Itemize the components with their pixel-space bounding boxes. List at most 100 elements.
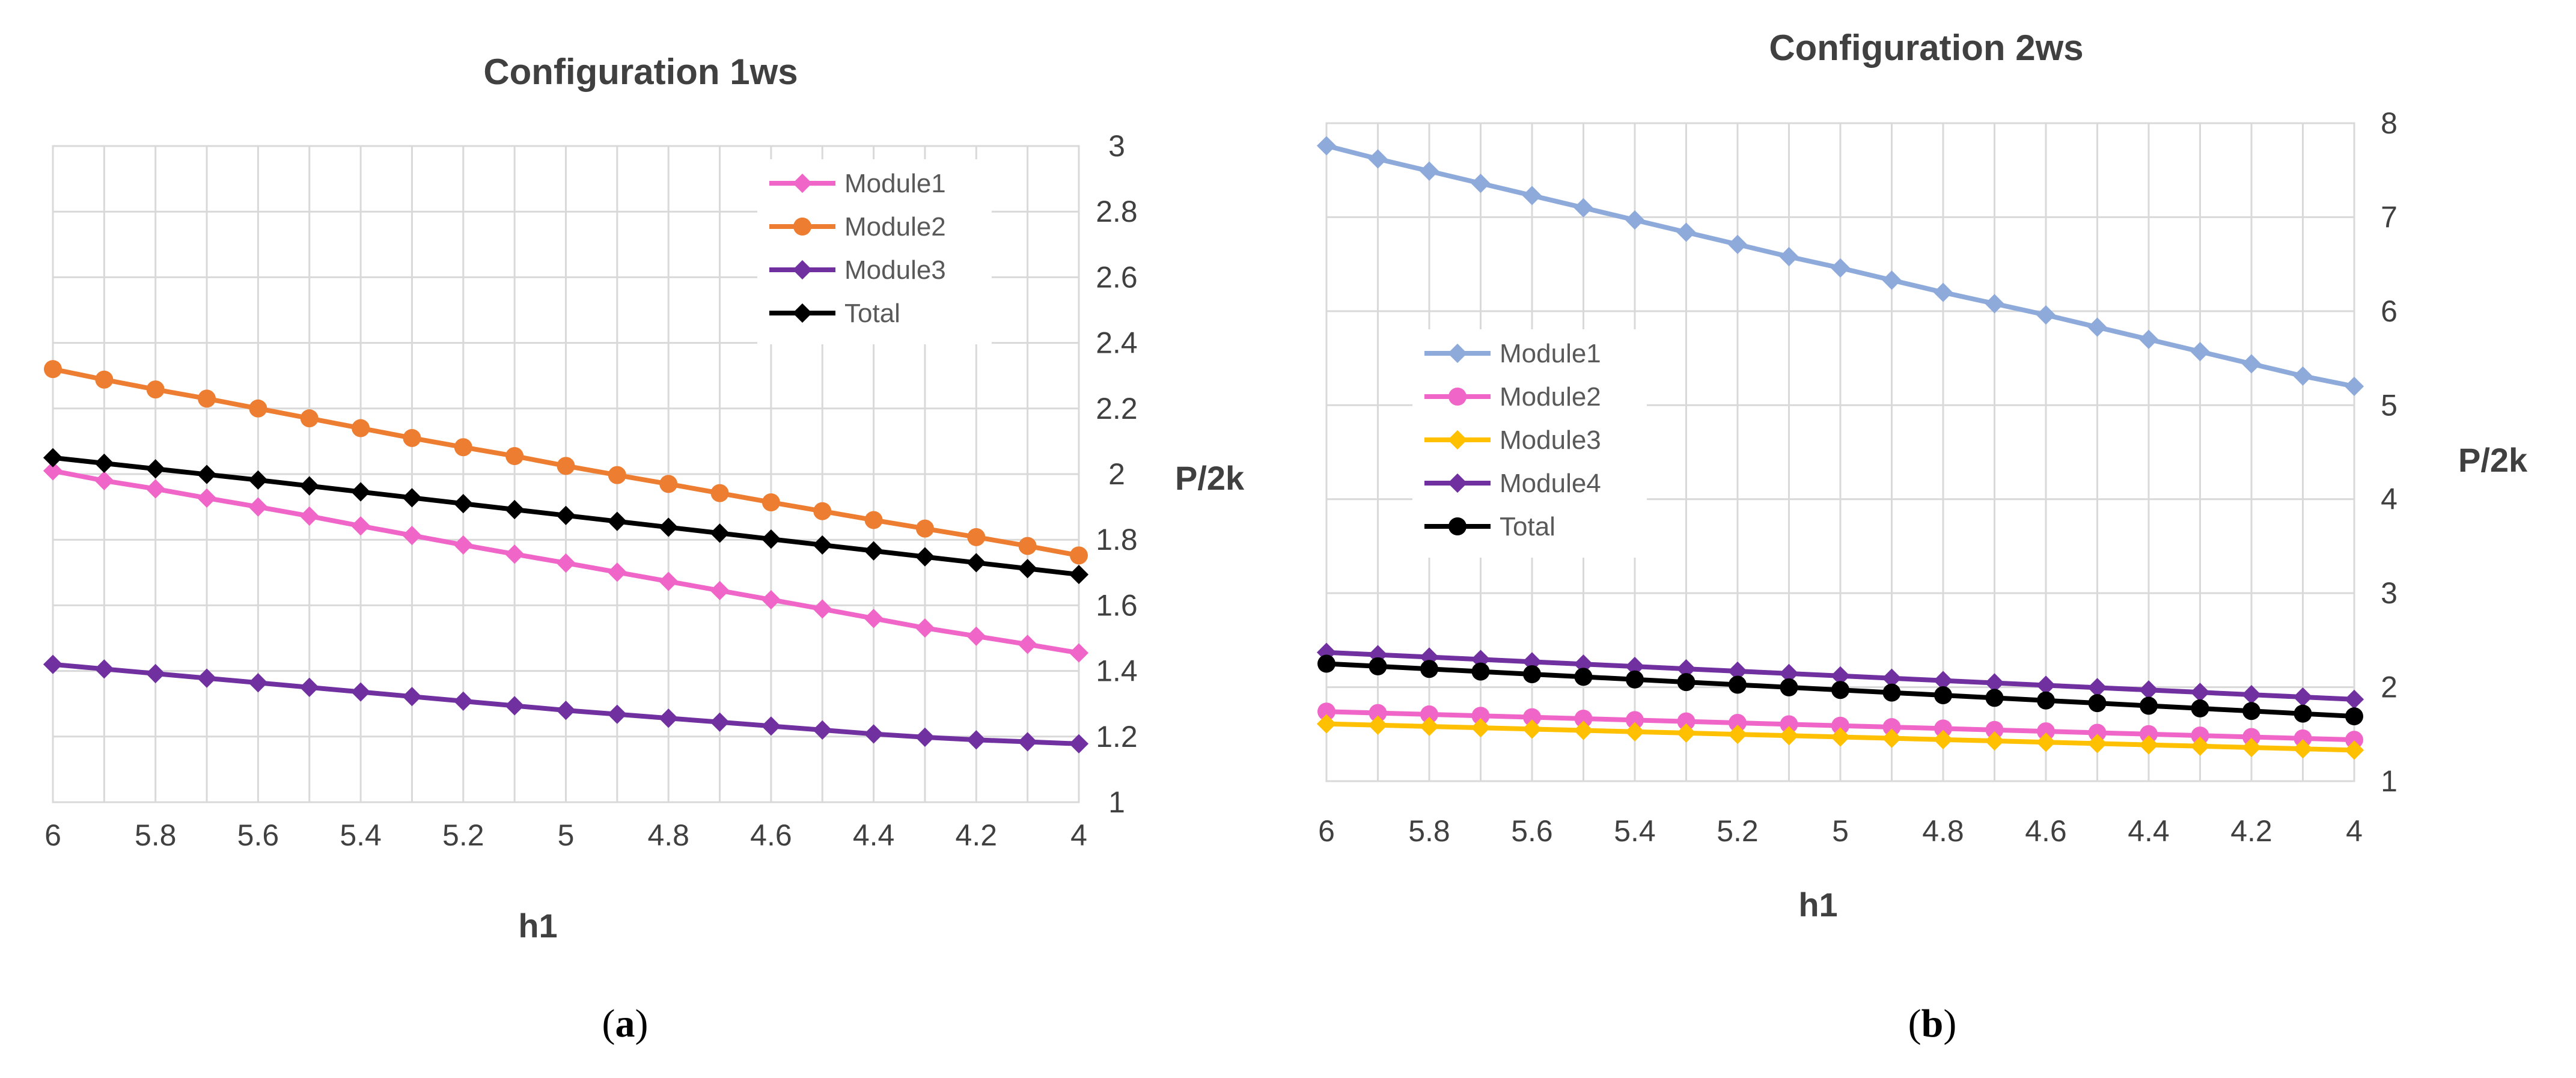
legend-swatch-marker xyxy=(1448,388,1467,406)
data-point xyxy=(299,476,319,496)
data-point xyxy=(813,535,832,555)
x-tick-label: 5.2 xyxy=(442,818,484,852)
data-point xyxy=(1934,719,1952,738)
tick-labels: 1 1.2 1.4 1.6 1.8 2 2.2 2.4 2.6 2.8 3 6 5.8 5.6 5.4 5.2… xyxy=(44,129,1138,852)
x-tick-label: 4.2 xyxy=(956,818,998,852)
data-point xyxy=(249,399,267,418)
chart-title: Configuration 2ws xyxy=(1769,28,2083,68)
data-point xyxy=(248,497,268,517)
data-point xyxy=(1471,718,1491,738)
data-point xyxy=(2140,696,2158,715)
data-point xyxy=(402,488,422,508)
data-point xyxy=(761,716,781,736)
data-point xyxy=(1419,716,1439,737)
y-tick-label: 3 xyxy=(2381,576,2397,610)
data-point xyxy=(1523,708,1541,726)
series-module1 xyxy=(1316,136,2364,397)
legend-item-module1: Module1 xyxy=(769,169,946,198)
x-tick-label: 6 xyxy=(1318,814,1335,848)
data-point xyxy=(1676,659,1696,679)
y-tick-label: 2 xyxy=(2381,671,2397,704)
data-point xyxy=(2138,329,2159,349)
data-point xyxy=(1831,681,1849,699)
legend-label: Module2 xyxy=(844,212,946,242)
data-point xyxy=(1677,673,1695,692)
data-point xyxy=(43,448,63,467)
data-point xyxy=(94,453,114,474)
data-point xyxy=(2293,366,2313,386)
chart-panel-b: Configuration 2ws 1 2 3 4 5 6 7 8 6 5.8 5.6 5.4 5.2 5… xyxy=(1316,28,2528,1046)
data-point xyxy=(1626,670,1644,689)
data-point xyxy=(1471,662,1490,681)
legend-label: Module2 xyxy=(1500,382,1601,412)
data-point xyxy=(1573,720,1593,740)
data-point xyxy=(2345,731,2363,749)
data-point xyxy=(1676,723,1696,743)
data-point xyxy=(198,389,216,408)
data-point xyxy=(1985,673,2004,693)
data-point xyxy=(453,494,473,514)
data-point xyxy=(1933,282,1953,302)
series-module4 xyxy=(1316,642,2364,710)
legend-label: Module1 xyxy=(1500,339,1601,368)
data-point xyxy=(44,360,62,379)
legend-item-module3: Module3 xyxy=(769,255,946,285)
data-point xyxy=(2344,689,2364,710)
data-point xyxy=(1830,258,1851,278)
y-tick-label: 2.4 xyxy=(1096,326,1138,360)
data-point xyxy=(2242,728,2260,746)
data-point xyxy=(556,701,576,720)
data-point xyxy=(1933,729,1953,749)
data-point xyxy=(1574,709,1593,728)
y-tick-label: 6 xyxy=(2381,294,2397,328)
data-point xyxy=(1573,198,1593,218)
data-point xyxy=(915,727,935,747)
data-point xyxy=(1018,537,1037,555)
data-point xyxy=(1368,715,1388,735)
y-tick-label: 1.6 xyxy=(1096,588,1138,622)
data-point xyxy=(94,659,114,679)
x-axis-label: h1 xyxy=(518,907,557,945)
data-point xyxy=(2191,726,2209,745)
data-point xyxy=(2191,699,2209,717)
tick-labels: 1 2 3 4 5 6 7 8 6 5.8 5.6 5.4 5.2 5 4.8 4.6 4.4 4.2 4 xyxy=(1318,106,2397,848)
legend-item-module4: Module4 xyxy=(1424,469,1601,498)
data-point xyxy=(43,654,63,674)
data-point xyxy=(248,470,268,490)
legend-label: Total xyxy=(1500,512,1555,541)
legend-item-module3: Module3 xyxy=(1424,425,1601,455)
data-point xyxy=(402,526,422,546)
y-tick-label: 1.4 xyxy=(1096,654,1138,688)
data-point xyxy=(2138,735,2159,755)
data-point xyxy=(1933,671,1953,690)
data-point xyxy=(351,682,371,702)
data-point xyxy=(2036,305,2056,325)
legend-item-total: Total xyxy=(1424,512,1555,541)
legend-swatch-marker xyxy=(792,303,813,323)
data-point xyxy=(1368,149,1388,169)
data-point xyxy=(915,519,934,538)
data-point xyxy=(762,493,780,511)
data-point xyxy=(864,511,883,529)
x-tick-label: 5 xyxy=(558,818,575,852)
data-point xyxy=(1882,270,1902,290)
x-tick-label: 5.6 xyxy=(237,818,279,852)
data-point xyxy=(1316,714,1337,734)
data-point xyxy=(1727,234,1748,254)
series-module2 xyxy=(1317,702,2363,749)
data-point xyxy=(659,571,679,591)
data-point xyxy=(402,687,422,707)
data-point xyxy=(2190,736,2210,756)
y-tick-label: 2.8 xyxy=(1096,195,1138,228)
data-point xyxy=(864,609,884,629)
data-point xyxy=(1522,652,1542,672)
data-point xyxy=(2241,354,2262,374)
data-point xyxy=(1069,564,1089,585)
data-point xyxy=(710,523,730,543)
legend-swatch-marker xyxy=(1447,473,1468,493)
data-point xyxy=(966,553,986,573)
data-point xyxy=(1625,657,1645,677)
series-module2 xyxy=(44,360,1088,565)
data-point xyxy=(556,505,576,525)
